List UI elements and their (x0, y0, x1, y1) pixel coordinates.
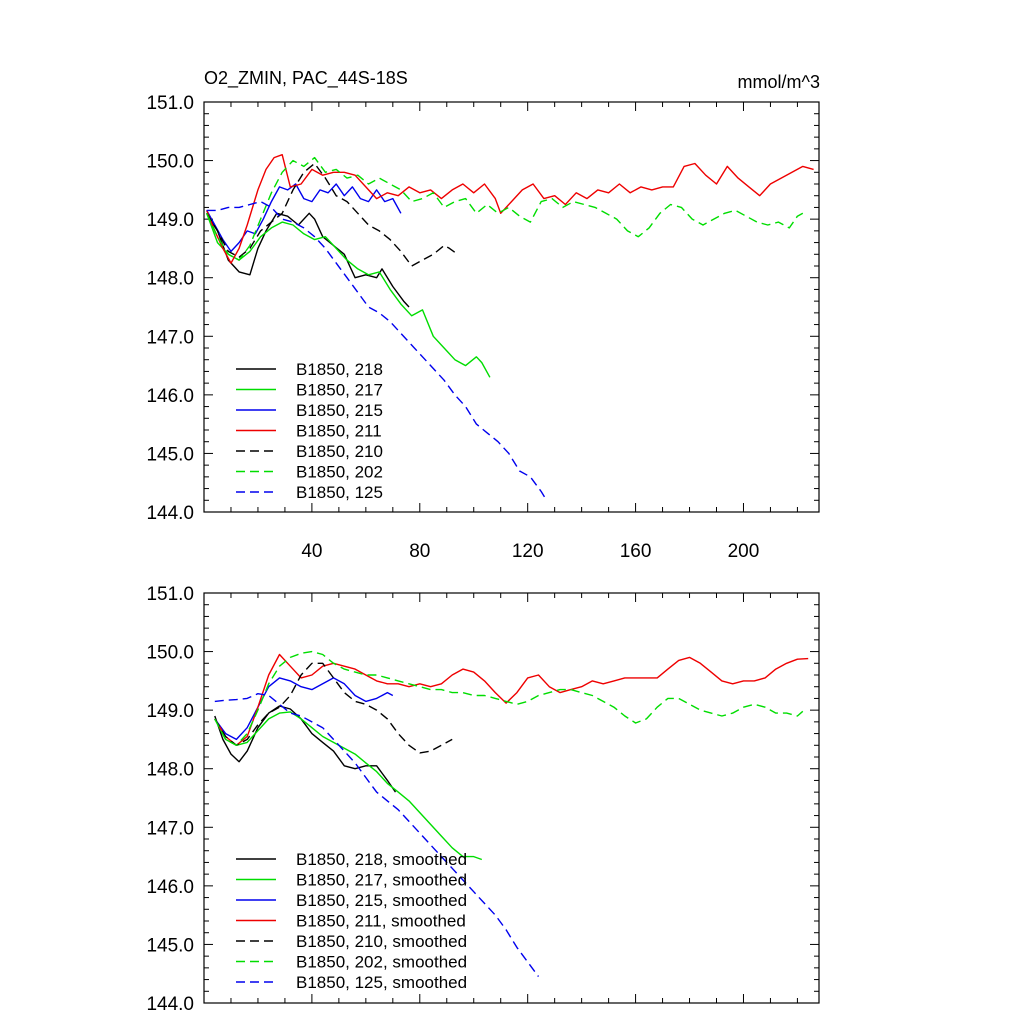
top-panel: 144.0 145.0 146.0 147.0 148.0 149.0 150.0 151.0… (146, 93, 820, 562)
legend: B1850, 218, smoothed B1850, 217, smoothed… (236, 850, 467, 992)
series-line-b1850-202 (206, 156, 804, 261)
y-tick-label: 146.0 (146, 877, 194, 898)
legend-label: B1850, 218 (296, 360, 383, 379)
legend-label: B1850, 202 (296, 463, 383, 482)
series-line-b1850-211 (206, 153, 814, 264)
y-tick-label: 147.0 (146, 327, 194, 348)
series-line-b1850-215-smoothed (214, 677, 394, 741)
y-tick-label: 148.0 (146, 760, 194, 781)
series-line-b1850-202-smoothed (214, 650, 804, 746)
legend-label: B1850, 211, smoothed (296, 912, 466, 931)
legend-label: B1850, 210, smoothed (296, 932, 467, 951)
series-line-b1850-210-smoothed (214, 662, 453, 754)
series-line-b1850-125-smoothed (214, 693, 540, 978)
unit-label: mmol/m^3 (738, 72, 820, 92)
series-group (214, 650, 809, 978)
x-tick-label: 160 (620, 541, 652, 562)
y-tick-label: 150.0 (146, 643, 194, 664)
legend-label: B1850, 217, smoothed (296, 871, 467, 890)
legend-label: B1850, 215 (296, 401, 383, 420)
x-tick-label: 120 (512, 541, 544, 562)
chart-title: O2_ZMIN, PAC_44S-18S (204, 68, 408, 89)
bottom-panel: 144.0 145.0 146.0 147.0 148.0 149.0 150.0 151.0… (146, 584, 820, 1015)
legend-label: B1850, 125 (296, 483, 383, 502)
legend-label: B1850, 202, smoothed (296, 953, 467, 972)
y-tick-label: 151.0 (146, 584, 194, 605)
legend-label: B1850, 218, smoothed (296, 850, 467, 869)
x-tick-label: 200 (728, 541, 760, 562)
x-tick-label: 80 (409, 541, 430, 562)
y-tick-label: 145.0 (146, 935, 194, 956)
legend-label: B1850, 217 (296, 381, 383, 400)
y-tick-label: 148.0 (146, 269, 194, 290)
legend-label: B1850, 215, smoothed (296, 891, 467, 910)
y-tick-label: 151.0 (146, 93, 194, 114)
series-line-b1850-215 (206, 183, 402, 253)
y-tick-label: 144.0 (146, 994, 194, 1015)
series-line-b1850-218 (206, 212, 410, 308)
y-tick-label: 149.0 (146, 210, 194, 231)
series-line-b1850-217 (206, 213, 491, 378)
plot-frame (203, 101, 820, 513)
y-tick-label: 150.0 (146, 152, 194, 173)
series-group (206, 153, 814, 501)
y-tick-label: 145.0 (146, 444, 194, 465)
x-tick-label: 40 (301, 541, 322, 562)
y-axis: 144.0 145.0 146.0 147.0 148.0 149.0 150.0 151.0 (146, 584, 819, 1015)
series-line-b1850-217-smoothed (214, 711, 483, 861)
series-line-b1850-211-smoothed (214, 653, 809, 746)
series-line-b1850-210 (206, 162, 459, 267)
legend-label: B1850, 125, smoothed (296, 973, 467, 992)
x-axis: 40 80 120 160 200 (230, 102, 798, 562)
series-line-b1850-125 (206, 200, 548, 501)
legend-label: B1850, 211 (296, 422, 382, 441)
y-tick-label: 149.0 (146, 701, 194, 722)
plot-frame (203, 592, 820, 1004)
y-tick-label: 146.0 (146, 386, 194, 407)
legend-label: B1850, 210 (296, 442, 383, 461)
x-axis (230, 593, 798, 1003)
y-axis: 144.0 145.0 146.0 147.0 148.0 149.0 150.0 151.0 (146, 93, 819, 524)
y-tick-label: 147.0 (146, 818, 194, 839)
y-tick-label: 144.0 (146, 503, 194, 524)
